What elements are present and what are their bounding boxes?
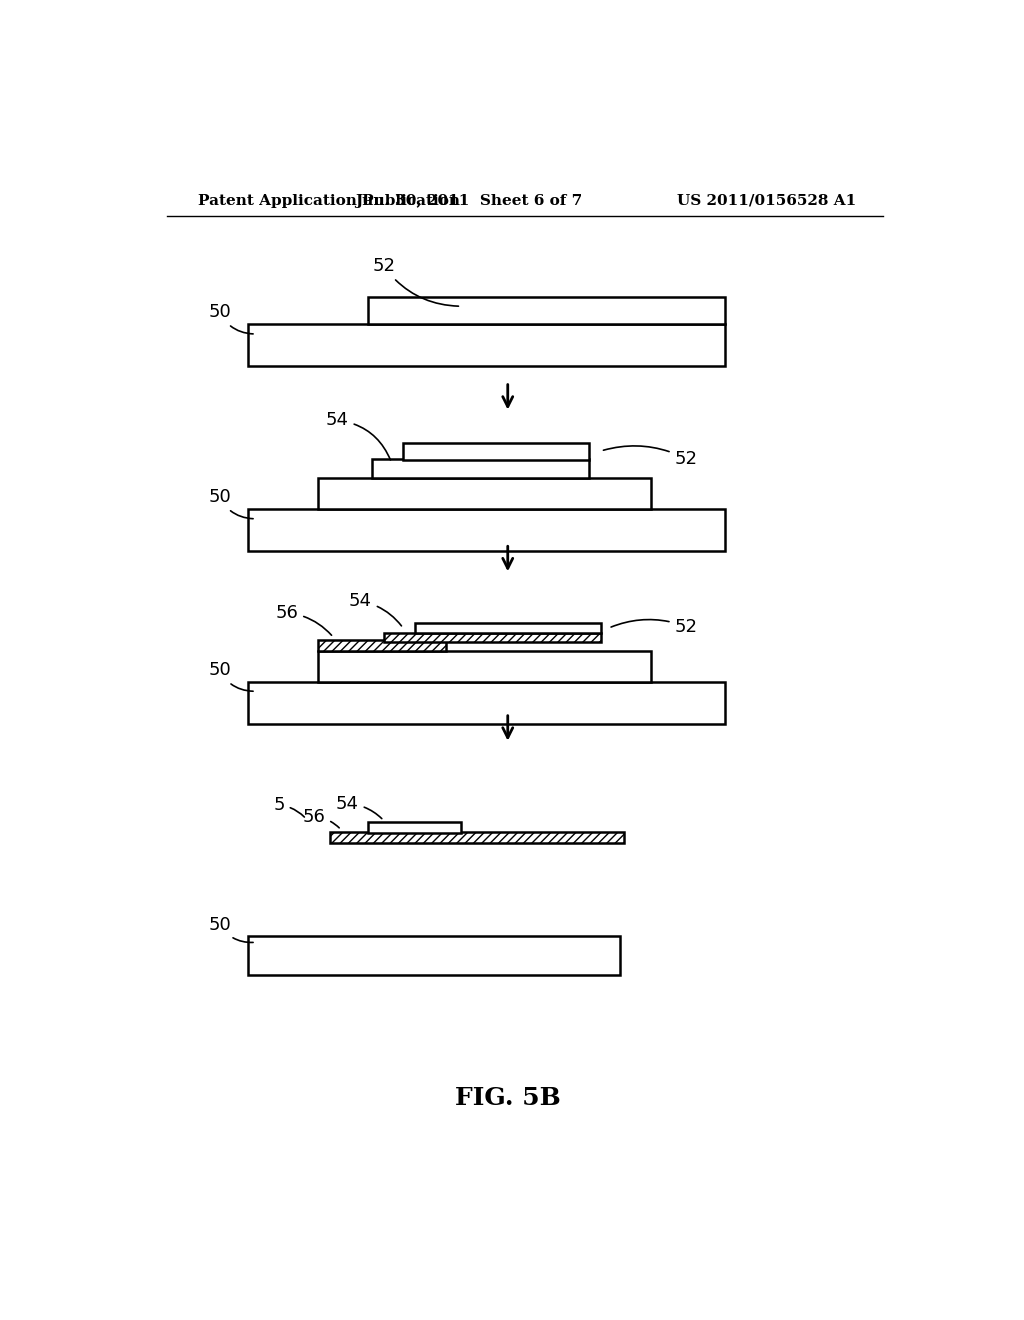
Text: 52: 52 xyxy=(603,446,697,467)
Bar xyxy=(369,822,461,833)
Text: US 2011/0156528 A1: US 2011/0156528 A1 xyxy=(677,194,856,207)
Bar xyxy=(248,508,725,552)
Bar xyxy=(330,832,624,843)
Text: 50: 50 xyxy=(208,304,253,334)
Text: Jun. 30, 2011  Sheet 6 of 7: Jun. 30, 2011 Sheet 6 of 7 xyxy=(355,194,583,207)
Text: 50: 50 xyxy=(208,488,253,519)
Text: 56: 56 xyxy=(275,603,332,635)
Text: 50: 50 xyxy=(208,661,253,692)
Text: 50: 50 xyxy=(208,916,253,942)
Text: 54: 54 xyxy=(349,593,401,626)
Text: 54: 54 xyxy=(326,412,390,459)
Bar xyxy=(248,936,621,974)
Bar xyxy=(317,478,651,508)
Bar xyxy=(415,623,601,634)
Bar xyxy=(372,459,589,478)
Bar xyxy=(403,444,589,461)
Text: 52: 52 xyxy=(611,618,697,635)
Bar xyxy=(384,632,601,642)
Bar xyxy=(369,297,725,323)
Text: 56: 56 xyxy=(302,808,339,828)
Text: 5: 5 xyxy=(273,796,304,817)
Bar xyxy=(317,651,651,682)
Text: FIG. 5B: FIG. 5B xyxy=(455,1086,560,1110)
Bar xyxy=(317,640,445,651)
Text: 52: 52 xyxy=(373,257,459,306)
Bar xyxy=(248,682,725,725)
Text: Patent Application Publication: Patent Application Publication xyxy=(198,194,460,207)
Bar xyxy=(248,323,725,367)
Text: 54: 54 xyxy=(336,795,382,818)
